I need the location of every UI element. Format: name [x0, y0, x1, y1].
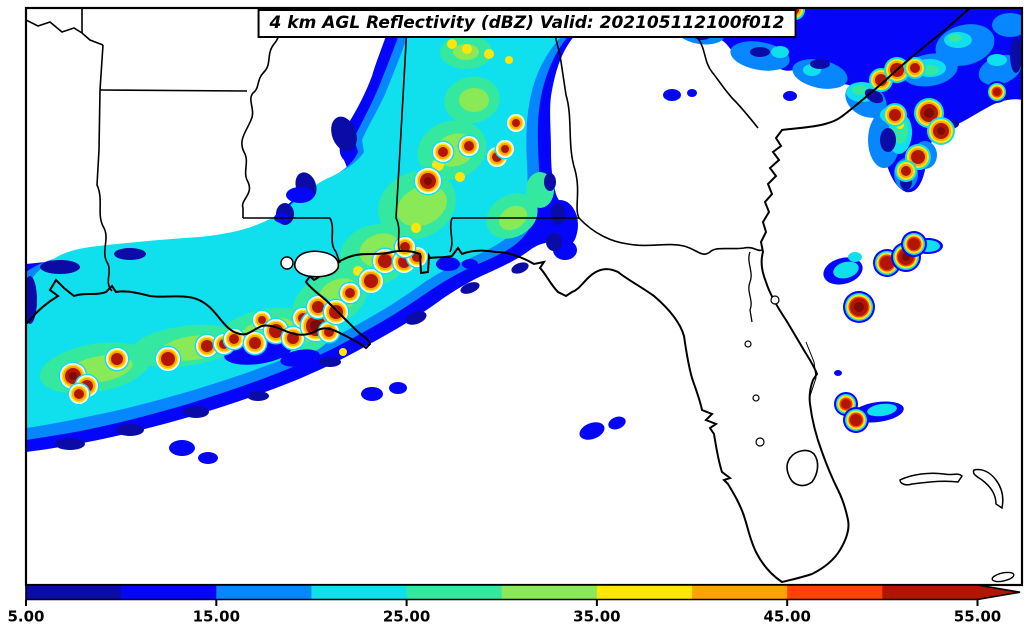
lake-pontchartrain: [293, 250, 340, 278]
lake-george: [770, 295, 780, 305]
colorbar-tick-label: 45.00: [763, 608, 810, 626]
colorbar-tick-label: 25.00: [383, 608, 430, 626]
rivers: [748, 251, 817, 397]
colorbar-segment-10: [121, 585, 217, 600]
radar-main-band: [27, 9, 617, 452]
storm-cell: [338, 281, 362, 305]
colorbar-segment-25: [406, 585, 503, 600]
storm-cell: [904, 57, 926, 79]
storm-cell: [883, 103, 907, 127]
radar-field: [27, 9, 1021, 464]
geography: [27, 9, 1015, 584]
storm-cell: [194, 333, 220, 359]
scattered-blue-blobs: [169, 89, 842, 464]
abaco-island: [972, 468, 1004, 510]
storm-cell: [357, 267, 385, 295]
storm-cell: [986, 81, 1008, 103]
storm-cell: [154, 345, 182, 373]
tx-la-sabine-border: [96, 89, 113, 292]
state-borders: [27, 9, 763, 292]
storm-cell: [371, 247, 399, 275]
al-ga-border: [547, 9, 580, 219]
bimini-island: [991, 571, 1015, 583]
colorbar-segment-50: [882, 585, 978, 600]
storm-cell: [927, 117, 955, 145]
mississippi-river-border: [241, 9, 288, 218]
storm-cell: [431, 140, 455, 164]
plot-title: 4 km AGL Reflectivity (dBZ) Valid: 20210…: [257, 9, 797, 38]
storm-cell: [413, 166, 443, 196]
colorbar-outline: [25, 584, 1021, 601]
colorbar-ticks: [25, 599, 979, 606]
colorbar-segment-15: [216, 585, 312, 600]
bahamas-islands: [899, 468, 1015, 583]
colorbar-segment-35: [596, 585, 693, 600]
storm-cell: [901, 231, 927, 257]
lake-okeechobee: [786, 449, 819, 487]
colorbar-tick-label: 5.00: [7, 608, 44, 626]
colorbar-segment-45: [787, 585, 883, 600]
pearl-river-border: [329, 217, 341, 264]
storm-cell: [317, 320, 341, 344]
red-river-border: [27, 19, 104, 46]
lake-maurepas: [280, 256, 294, 270]
colorbar-tick-label: 55.00: [954, 608, 1001, 626]
storm-cell: [67, 382, 91, 406]
colorbar-tick-labels: 5.00 15.00 25.00 35.00 45.00 55.00: [7, 608, 1001, 626]
ms-al-border: [395, 9, 409, 253]
colorbar-segment-40: [692, 585, 788, 600]
colorbar-overflow-arrow: [977, 585, 1020, 600]
storm-cell: [843, 407, 869, 433]
colorbar-segments: [26, 585, 1020, 600]
ar-la-border: [99, 89, 248, 92]
storm-cell: [494, 138, 516, 160]
st-johns-river: [748, 251, 753, 323]
grand-bahama-island: [899, 472, 963, 486]
colorbar-segment-30: [501, 585, 598, 600]
colorbar-segment-5: [26, 585, 122, 600]
small-lake: [744, 340, 752, 348]
colorbar-segment-20: [311, 585, 408, 600]
colorbar-tick-label: 15.00: [193, 608, 240, 626]
plot-title-text: 4 km AGL Reflectivity (dBZ) Valid: 20210…: [269, 13, 785, 33]
yellow-speckles: [266, 39, 513, 356]
storm-cell: [895, 160, 917, 182]
storm-cell: [393, 235, 417, 259]
storm-cell: [843, 291, 875, 323]
storm-cell: [505, 112, 527, 134]
storm-cell: [457, 134, 481, 158]
colorbar-tick-label: 35.00: [573, 608, 620, 626]
lakes: [280, 250, 819, 487]
gulf-atlantic-coastline: [27, 9, 971, 584]
storm-cell: [242, 330, 268, 356]
storm-cell: [322, 298, 350, 326]
perdido-river-border: [449, 217, 453, 253]
small-lake: [752, 394, 760, 402]
storm-cell: [104, 346, 130, 372]
tx-ar-border: [99, 44, 104, 91]
storm-cell: [262, 317, 290, 345]
coastline: [27, 9, 971, 584]
fl-ga-border: [578, 217, 763, 255]
small-lake: [755, 437, 765, 447]
